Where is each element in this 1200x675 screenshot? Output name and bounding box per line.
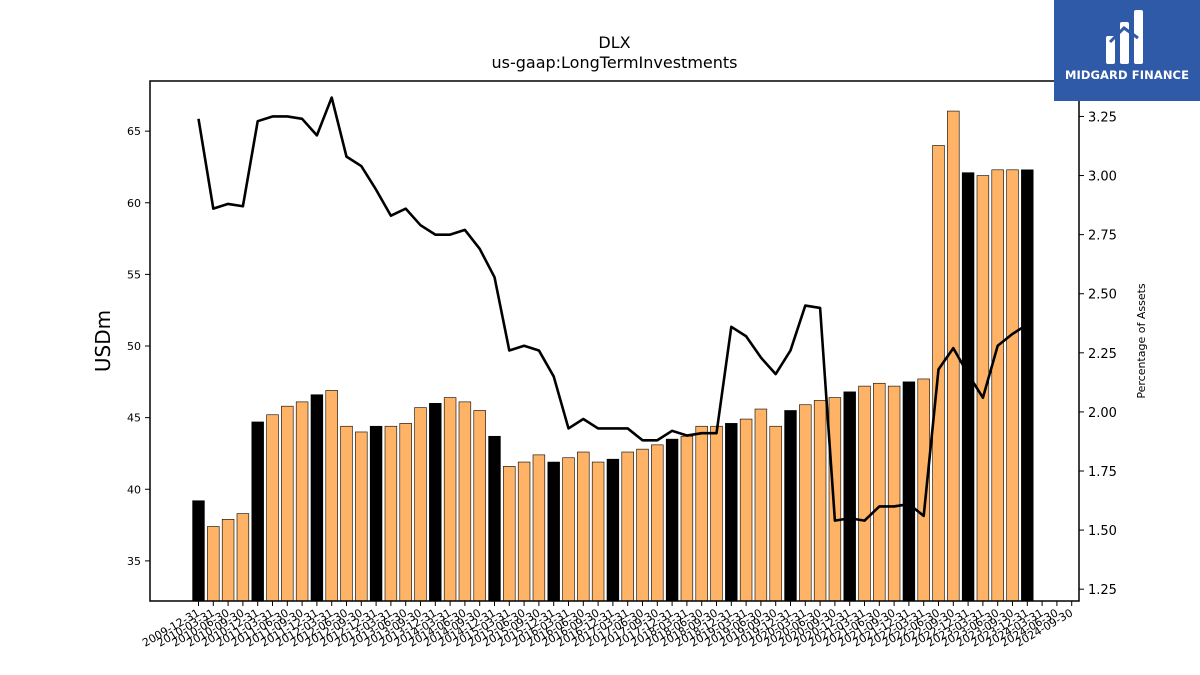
y2-axis-label: Percentage of Assets [1135, 283, 1148, 399]
bar [621, 451, 634, 602]
bar [754, 408, 768, 602]
bar [858, 385, 871, 602]
bar [591, 461, 605, 602]
bar [399, 423, 412, 602]
y-axis-label: USDm [91, 310, 115, 372]
y2-tick-label: 1.25 [1088, 583, 1117, 598]
bar [236, 513, 250, 602]
bar [710, 425, 723, 602]
y-tick-label: 35 [127, 555, 141, 568]
bar [547, 461, 560, 602]
y-tick-label: 65 [127, 125, 141, 138]
y-tick-label: 40 [127, 483, 141, 496]
bar [784, 410, 797, 602]
bar [961, 172, 975, 602]
bar [429, 403, 442, 602]
y2-tick-label: 1.50 [1088, 524, 1117, 539]
bar [799, 404, 812, 602]
bar [221, 519, 235, 602]
bar [266, 414, 279, 602]
bar [739, 418, 753, 602]
bar [207, 526, 220, 602]
bar [414, 407, 427, 602]
bar [503, 466, 516, 602]
bar-series [192, 110, 1034, 602]
bar [340, 425, 353, 602]
bar [192, 500, 205, 602]
y-tick-label: 50 [127, 340, 141, 353]
y2-tick-label: 2.75 [1088, 229, 1117, 244]
y-tick-label: 55 [127, 268, 141, 281]
bar [488, 435, 501, 602]
bar [369, 425, 383, 602]
bar [458, 401, 472, 602]
bar [325, 390, 338, 602]
y2-tick-label: 2.25 [1088, 347, 1117, 362]
y-tick-label: 60 [127, 197, 141, 210]
axes: 35 40 45 50 55 60 65 1.25 1.50 1.75 2.00 2.25 2.50 2.… [127, 80, 1117, 650]
bar [665, 438, 679, 602]
stylized-mf-bars-icon [1106, 10, 1143, 64]
bar [873, 382, 886, 602]
bar [695, 425, 708, 602]
bar [725, 423, 738, 602]
y2-tick-label: 3.25 [1088, 110, 1117, 125]
brand-logo: MIDGARD FINANCE [1054, 0, 1200, 101]
bar [976, 175, 990, 602]
bar [1021, 169, 1034, 602]
bar [902, 381, 916, 602]
y2-tick-label: 2.00 [1088, 406, 1117, 421]
bar [310, 394, 324, 602]
bar [281, 405, 294, 602]
bar [443, 397, 457, 602]
logo-text: MIDGARD FINANCE [1064, 68, 1190, 82]
bar [828, 397, 842, 602]
y2-tick-label: 2.50 [1088, 288, 1117, 303]
bar [562, 457, 575, 602]
bar [532, 454, 546, 602]
bar [517, 461, 531, 602]
plot-frame [149, 80, 1080, 602]
bar [251, 421, 264, 602]
line-percentage-of-assets [197, 96, 1029, 522]
bar [1006, 169, 1019, 602]
bar [606, 458, 620, 602]
y2-tick-label: 3.00 [1088, 170, 1117, 185]
bar [680, 435, 694, 602]
bar [887, 385, 901, 602]
line-series [197, 96, 1029, 522]
bar [636, 448, 649, 602]
bar [917, 378, 930, 602]
y-tick-label: 45 [127, 412, 141, 425]
chart-subtitle: us-gaap:LongTermInvestments [491, 53, 737, 72]
bar [769, 425, 782, 602]
bar [813, 400, 827, 602]
bar [295, 401, 309, 602]
bar [651, 444, 664, 602]
y2-tick-label: 1.75 [1088, 465, 1117, 480]
bar [577, 451, 590, 602]
bar [384, 425, 398, 602]
bar [991, 169, 1004, 602]
bar [473, 410, 486, 602]
bar [355, 431, 368, 602]
chart-title: DLX [598, 33, 630, 52]
bar [843, 391, 856, 602]
